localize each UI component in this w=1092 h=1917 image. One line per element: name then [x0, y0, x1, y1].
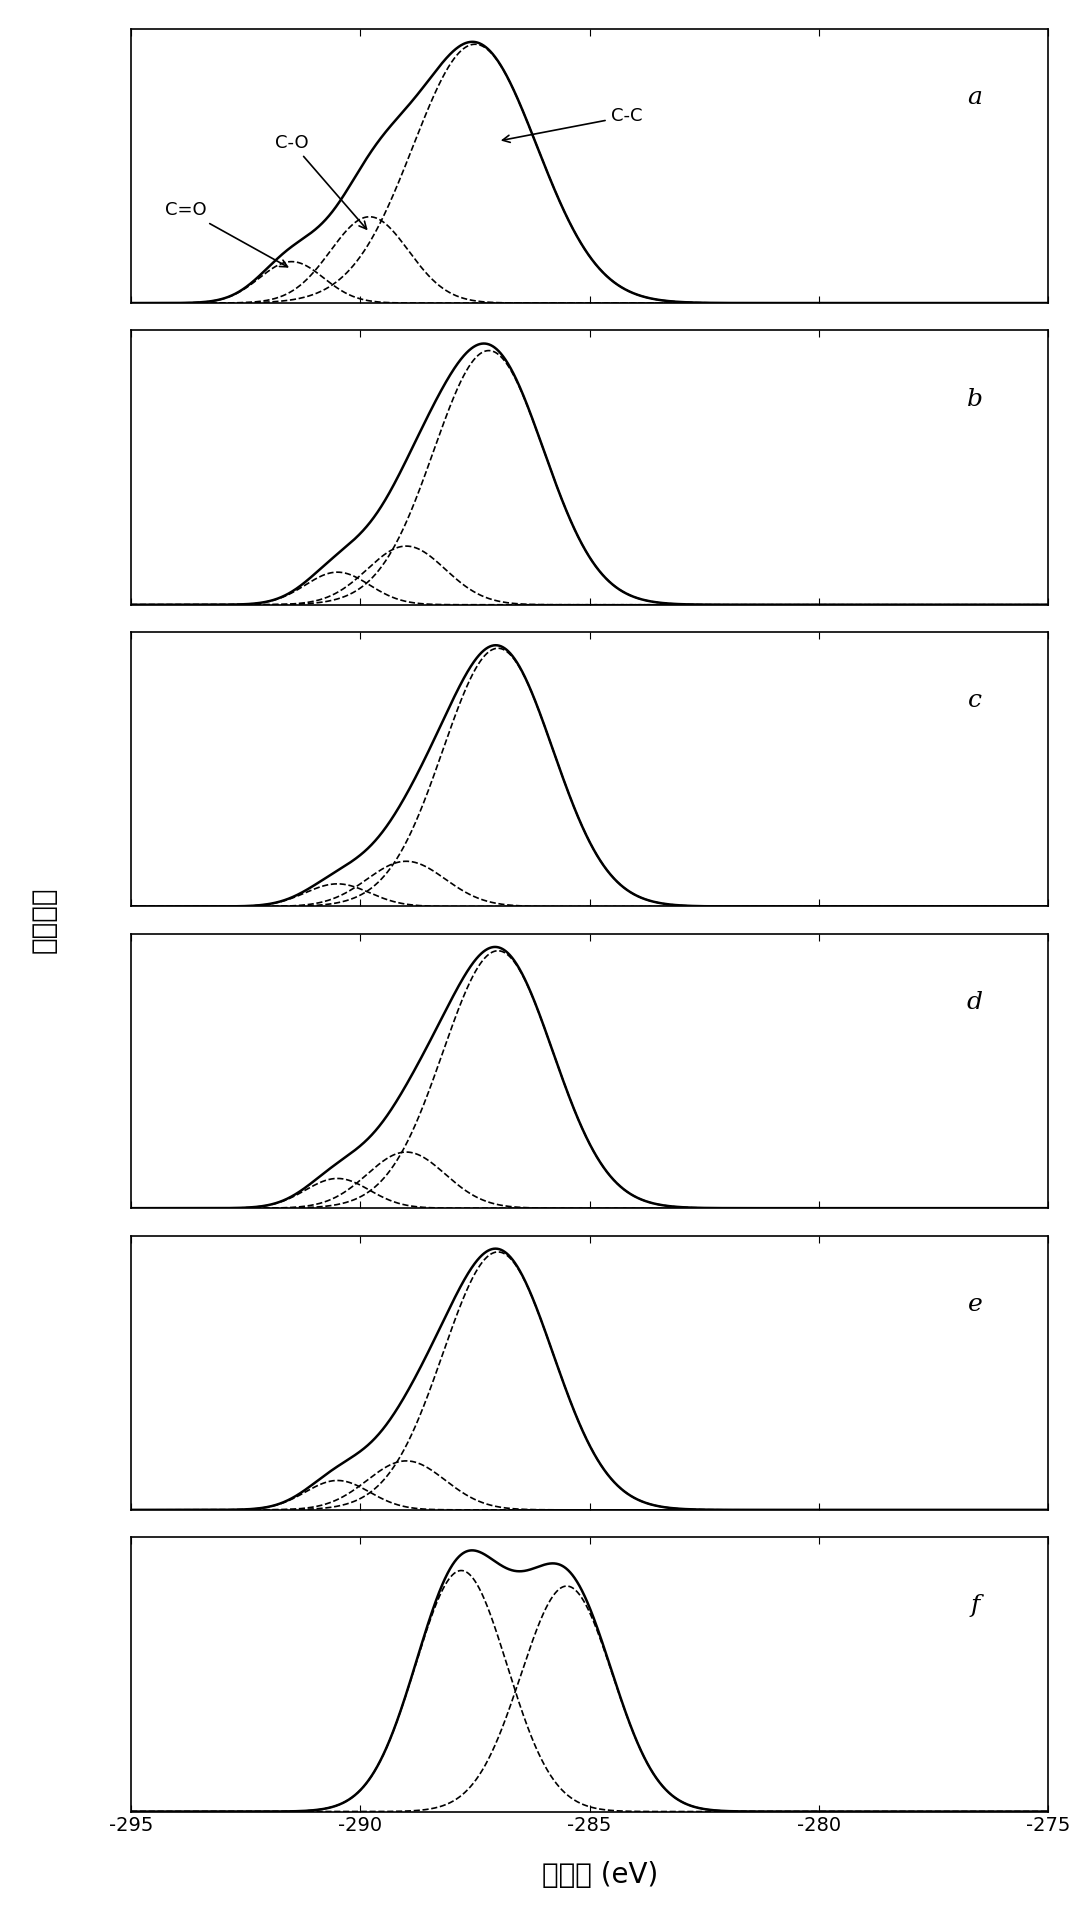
Text: a: a	[968, 86, 983, 109]
Text: b: b	[966, 387, 983, 410]
Text: C=O: C=O	[165, 201, 287, 266]
Text: C-O: C-O	[275, 134, 367, 228]
Text: C-C: C-C	[502, 107, 642, 142]
Text: 结合能 (eV): 结合能 (eV)	[543, 1861, 658, 1888]
Text: e: e	[968, 1292, 983, 1315]
Text: d: d	[966, 991, 983, 1014]
Text: c: c	[968, 690, 982, 713]
Text: 相对强度: 相对强度	[29, 888, 58, 953]
Text: f: f	[971, 1595, 980, 1618]
